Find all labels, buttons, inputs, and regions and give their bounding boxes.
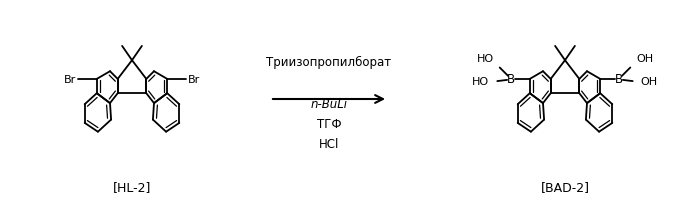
Text: HCl: HCl <box>319 138 339 151</box>
Text: n-BuLi: n-BuLi <box>311 98 348 111</box>
Text: [BAD-2]: [BAD-2] <box>540 181 590 194</box>
Text: B: B <box>615 73 623 86</box>
Text: [HL-2]: [HL-2] <box>113 181 151 194</box>
Text: Триизопропилборат: Триизопропилборат <box>267 55 392 68</box>
Text: OH: OH <box>637 53 653 63</box>
Text: ТГФ: ТГФ <box>317 118 341 131</box>
Text: HO: HO <box>472 77 489 87</box>
Text: OH: OH <box>641 77 658 87</box>
Text: HO: HO <box>477 53 493 63</box>
Text: B: B <box>507 73 515 86</box>
Text: Br: Br <box>64 75 76 84</box>
Text: Br: Br <box>188 75 200 84</box>
